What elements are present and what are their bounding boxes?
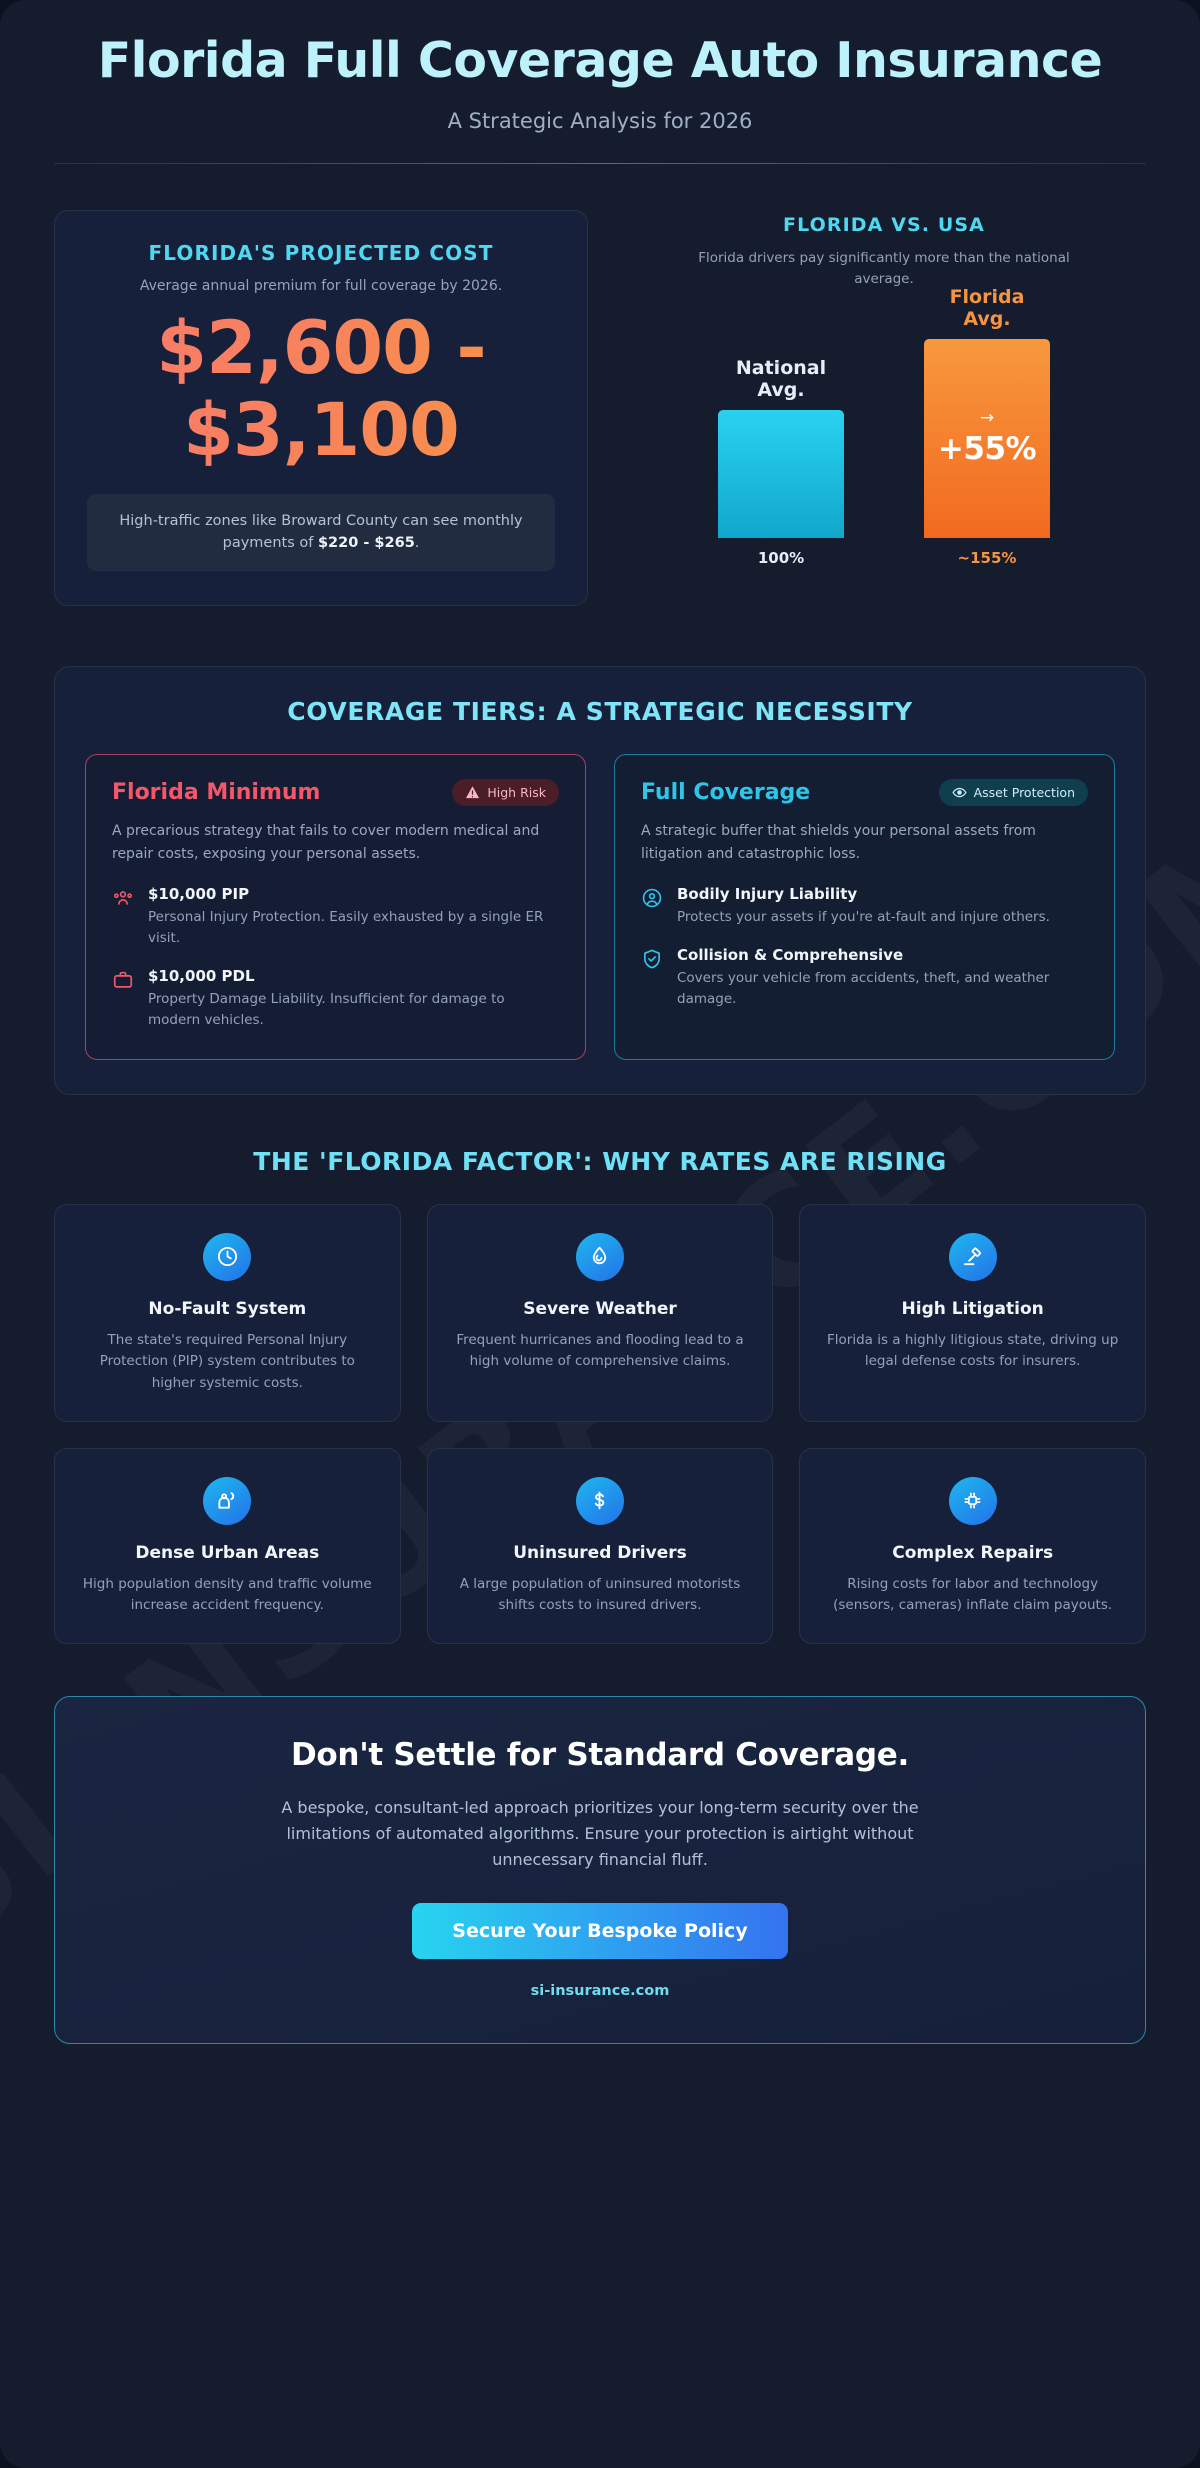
secure-policy-button[interactable]: Secure Your Bespoke Policy [412,1902,788,1959]
factor-description: The state's required Personal Injury Pro… [99,1331,355,1392]
cost-card-eyebrow: FLORIDA'S PROJECTED COST [148,241,494,266]
factor-card-severe-weather: Severe Weather Frequent hurricanes and f… [426,1203,774,1422]
chart-bars: National Avg. 100% Florida Avg. → +55% ~… [622,286,1146,567]
cta-body: A bespoke, consultant-led approach prior… [281,1797,919,1869]
cost-callout: High-traffic zones like Broward County c… [87,493,555,571]
gavel-icon [948,1232,997,1281]
chip-icon [948,1476,997,1525]
factor-title: No-Fault System [148,1298,307,1319]
list-item: Collision & Comprehensive Covers your ve… [641,946,1088,1010]
clock-icon [203,1232,252,1281]
factor-description: Florida is a highly litigious state, dri… [827,1331,1119,1370]
factor-description: Rising costs for labor and technology (s… [833,1575,1113,1614]
bar-group-national: National Avg. 100% [718,357,844,567]
tier-grid: Florida Minimum High Risk A precarious s… [85,753,1115,1060]
status-badge-high-risk: High Risk [452,778,559,806]
tier-card-florida-minimum: Florida Minimum High Risk A precarious s… [85,753,586,1060]
people-group-icon [112,885,134,949]
tier-header: Florida Minimum High Risk [112,778,559,806]
bar-tick-florida: ~155% [957,548,1017,567]
chart-subtitle: Florida drivers pay significantly more t… [698,250,1070,287]
website-link[interactable]: si-insurance.com [530,1982,670,1999]
dollar-icon [575,1476,624,1525]
tier-card-full-coverage: Full Coverage Asset Protection A strateg… [614,753,1115,1060]
bar-label-florida: Florida Avg. [949,285,1025,330]
bar-annotation-delta: +55% [937,430,1037,467]
factor-title: Severe Weather [523,1298,677,1319]
arrow-right-icon: → [979,407,995,428]
list-item: Bodily Injury Liability Protects your as… [641,885,1088,928]
shield-check-icon [641,946,663,1010]
feature-title: Bodily Injury Liability [677,885,858,904]
florida-factor-grid: No-Fault System The state's required Per… [54,1203,1146,1644]
overview-section: FLORIDA'S PROJECTED COST Average annual … [54,210,1146,606]
callout-suffix: . [414,535,420,552]
factor-card-uninsured-drivers: Uninsured Drivers A large population of … [426,1447,774,1644]
bar-tick-national: 100% [757,548,805,567]
tier-title-minimum: Florida Minimum [112,779,321,805]
factor-card-complex-repairs: Complex Repairs Rising costs for labor a… [799,1447,1146,1644]
cost-card-description: Average annual premium for full coverage… [139,278,503,295]
factor-card-high-litigation: High Litigation Florida is a highly liti… [799,1203,1146,1422]
droplet-flame-icon [575,1232,624,1281]
projected-cost-card: FLORIDA'S PROJECTED COST Average annual … [54,210,588,606]
comparison-chart: FLORIDA VS. USA Florida drivers pay sign… [622,210,1146,567]
header-divider [54,163,1146,165]
cost-figure: $2,600 - $3,100 [87,308,555,472]
bar-national [718,409,844,538]
bar-florida: → +55% [924,338,1050,538]
warning-triangle-icon [465,785,480,800]
callout-value: $220 - $265 [317,535,415,552]
tier-description-full: A strategic buffer that shields your per… [641,822,1036,862]
chart-title: FLORIDA VS. USA [783,214,985,237]
feature-description: Covers your vehicle from accidents, thef… [677,970,1050,1008]
factor-card-no-fault-system: No-Fault System The state's required Per… [54,1203,401,1422]
factor-title: Complex Repairs [892,1542,1054,1563]
page-title: Florida Full Coverage Auto Insurance [97,32,1103,89]
factor-title: Dense Urban Areas [135,1542,320,1563]
list-item: $10,000 PIP Personal Injury Protection. … [112,885,559,949]
tier-feature-list-minimum: $10,000 PIP Personal Injury Protection. … [112,885,559,1031]
feature-title: $10,000 PIP [148,885,250,904]
eye-icon [952,785,967,800]
feature-title: Collision & Comprehensive [677,946,904,965]
callout-prefix: High-traffic zones like Broward County c… [119,512,523,552]
factor-description: High population density and traffic volu… [82,1575,372,1614]
coverage-tiers-section: COVERAGE TIERS: A STRATEGIC NECESSITY Fl… [54,665,1146,1095]
tier-title-full: Full Coverage [641,779,811,805]
cta-heading: Don't Settle for Standard Coverage. [291,1736,909,1773]
florida-factor-title: THE 'FLORIDA FACTOR': WHY RATES ARE RISI… [253,1146,947,1176]
badge-label-asset-protection: Asset Protection [973,784,1075,800]
bar-group-florida: Florida Avg. → +55% ~155% [924,286,1050,567]
feature-title: $10,000 PDL [148,967,255,986]
factor-description: A large population of uninsured motorist… [459,1575,741,1614]
status-badge-asset-protection: Asset Protection [938,778,1088,806]
bar-label-national: National Avg. [735,356,827,401]
tier-description-minimum: A precarious strategy that fails to cove… [112,822,540,862]
city-buildings-icon [203,1476,252,1525]
factor-title: High Litigation [901,1298,1044,1319]
briefcase-icon [112,967,134,1031]
page-header: Florida Full Coverage Auto Insurance A S… [0,0,1200,134]
coverage-tiers-title: COVERAGE TIERS: A STRATEGIC NECESSITY [287,696,913,726]
page-subtitle: A Strategic Analysis for 2026 [447,109,753,134]
feature-description: Personal Injury Protection. Easily exhau… [148,909,544,947]
factor-title: Uninsured Drivers [513,1542,687,1563]
feature-description: Protects your assets if you're at-fault … [677,909,1050,926]
badge-label-high-risk: High Risk [487,784,546,800]
tier-feature-list-full: Bodily Injury Liability Protects your as… [641,885,1088,1010]
tier-header: Full Coverage Asset Protection [641,778,1088,806]
user-circle-icon [641,885,663,928]
feature-description: Property Damage Liability. Insufficient … [148,991,505,1028]
list-item: $10,000 PDL Property Damage Liability. I… [112,967,559,1031]
factor-card-dense-urban-areas: Dense Urban Areas High population densit… [54,1447,401,1644]
cta-section: Don't Settle for Standard Coverage. A be… [54,1695,1146,2044]
factor-description: Frequent hurricanes and flooding lead to… [456,1331,744,1370]
